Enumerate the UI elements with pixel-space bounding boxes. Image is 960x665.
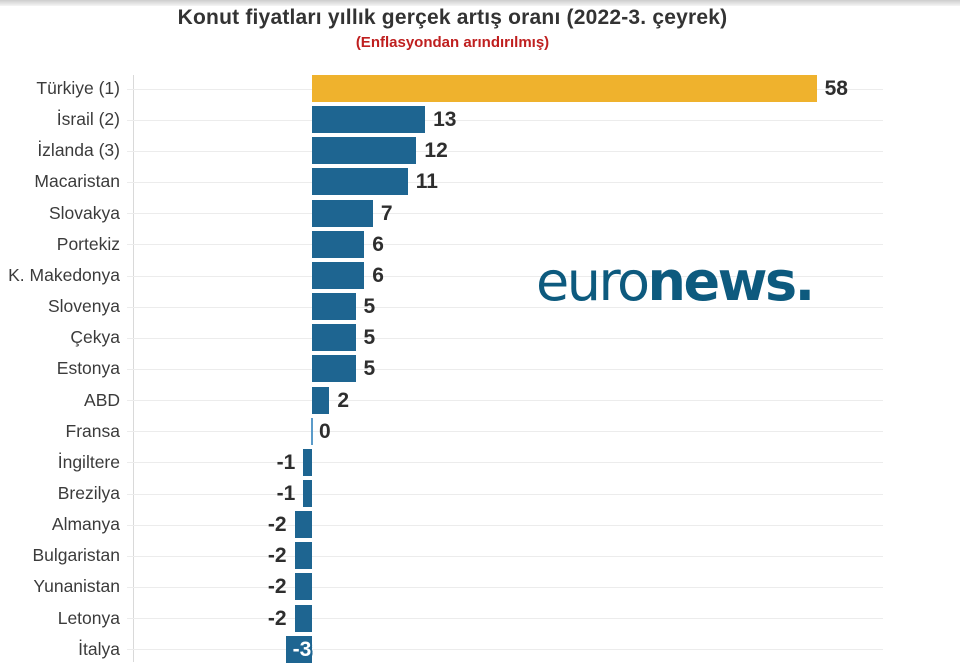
value-label: 12 [424,139,448,163]
value-bar [312,75,817,102]
value-bar [294,511,312,539]
value-label: 6 [372,232,384,256]
value-bar [312,199,373,227]
row-gridline [127,150,883,152]
category-label: ABD [84,389,120,410]
category-label: Çekya [70,327,120,348]
value-bar [312,293,356,320]
logo-dot: . [794,250,816,313]
value-bar [303,448,312,476]
row-gridline [127,368,883,370]
value-bar [294,573,312,601]
value-label: 5 [363,326,376,350]
row-gridline [127,649,883,651]
value-bar [312,324,356,352]
row-gridline [127,119,883,121]
value-bar [312,230,365,258]
value-bar [312,106,426,134]
row-gridline [127,618,883,620]
row-gridline [127,462,883,464]
value-label: 0 [319,419,331,443]
value-bar [312,355,356,383]
value-label: 2 [337,388,350,412]
top-border [0,0,960,6]
category-label: Almanya [51,514,120,535]
row-gridline [127,275,883,277]
category-label: Letonya [57,607,120,628]
row-gridline [127,493,883,495]
category-label: İngiltere [57,451,120,472]
row-gridline [127,182,883,183]
value-bar [294,604,312,632]
value-bar [312,261,365,289]
category-label: Yunanistan [33,576,120,597]
value-label: -2 [267,513,287,537]
category-label: İtalya [78,638,120,659]
category-label: Brezilya [57,482,120,503]
chart-subtitle: (Enflasyondan arındırılmış) [355,34,550,51]
y-axis-line [133,75,134,662]
value-label: 5 [363,357,376,381]
value-label: -2 [267,544,287,568]
row-gridline [127,213,883,215]
value-label: 58 [824,77,848,100]
value-label: -1 [276,450,296,474]
category-label: Fransa [65,420,120,441]
value-bar [312,386,330,414]
value-label: -1 [276,481,296,505]
category-label: K. Makedonya [8,264,120,285]
value-label: 13 [433,108,457,132]
value-label: -2 [267,575,287,599]
euronews-logo: euronews. [536,255,815,309]
value-label: 5 [363,295,376,318]
category-label: İzlanda (3) [37,140,120,161]
value-bar [303,479,312,507]
value-label: 7 [380,201,393,225]
row-gridline [127,524,883,526]
row-gridline [127,555,883,557]
row-gridline [127,587,883,588]
chart-title: Konut fiyatları yıllık gerçek artış oran… [177,6,728,29]
value-label: 11 [415,170,438,194]
value-bar [294,542,312,570]
row-gridline [127,306,883,308]
category-label: Türkiye (1) [36,78,120,98]
row-gridline [127,400,883,402]
value-label: -3 [292,637,312,661]
value-bar [312,137,417,165]
value-bar [311,417,313,445]
category-label: Bulgaristan [32,545,120,566]
category-label: Portekiz [56,233,120,254]
category-label: Slovakya [48,202,120,223]
logo-news: news [647,250,798,313]
logo-euro: euro [536,250,650,313]
category-label: Slovenya [48,296,120,316]
category-label: Estonya [56,358,120,379]
bar-chart: Türkiye (1) 58 İsrail (2) 13 İzlanda (3) 12 Ma… [0,73,960,663]
category-label: Macaristan [34,171,120,192]
row-gridline [127,244,883,246]
row-gridline [127,431,883,433]
value-bar [312,168,408,196]
value-bar [285,635,312,663]
category-label: İsrail (2) [56,109,120,130]
value-label: 6 [372,263,384,287]
value-label: -2 [267,606,287,630]
row-gridline [127,337,883,339]
